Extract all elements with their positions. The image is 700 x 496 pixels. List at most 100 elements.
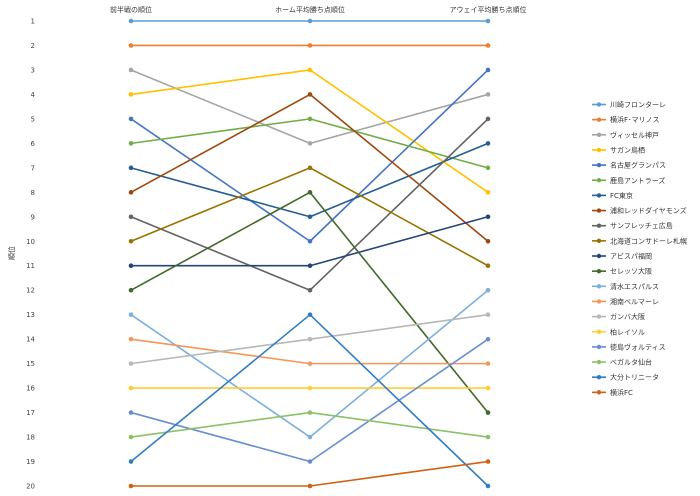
series-point (485, 18, 491, 24)
series-point (307, 238, 313, 244)
y-tick-label: 19 (26, 458, 35, 466)
series-point (128, 141, 134, 146)
legend-label: サンフレッチェ広島 (610, 221, 673, 230)
series-point (307, 92, 313, 97)
legend-label: 北海道コンサドーレ札幌 (610, 236, 687, 245)
legend-marker (596, 162, 602, 168)
series-point (128, 116, 134, 122)
series-point (128, 263, 134, 269)
series-point (485, 263, 491, 269)
series-point (128, 92, 134, 97)
series-point (128, 361, 134, 366)
category-label: アウェイ平均勝ち点順位 (450, 5, 527, 14)
y-axis-title: 順位 (7, 246, 16, 260)
series-line (130, 142, 489, 218)
series-point (307, 312, 313, 317)
series-point (307, 116, 313, 122)
legend-label: ヴィッセル神戸 (610, 130, 659, 139)
series-point (128, 336, 134, 342)
y-tick-label: 6 (31, 140, 36, 148)
legend-marker (596, 253, 602, 259)
series-point (128, 238, 134, 244)
y-tick-label: 5 (31, 115, 35, 123)
legend-marker (596, 102, 602, 107)
legend-label: 川崎フロンターレ (610, 100, 666, 109)
y-tick-label: 18 (26, 434, 35, 442)
series-point (485, 190, 491, 195)
series-lines (130, 20, 489, 487)
legend-marker (596, 390, 602, 395)
series-point (307, 141, 313, 146)
series-point (485, 410, 491, 415)
legend-label: 徳島ヴォルティス (610, 342, 666, 351)
series-point (485, 214, 491, 220)
series-point (128, 312, 134, 317)
series-point (307, 434, 313, 440)
y-tick-label: 12 (26, 287, 35, 295)
legend-marker (596, 344, 602, 350)
series-point (485, 434, 491, 440)
series-point (307, 18, 313, 24)
series-point (485, 92, 491, 97)
legend-marker (596, 329, 602, 334)
series-point (128, 459, 134, 464)
legend: 川崎フロンターレ横浜F･マリノスヴィッセル神戸サガン鳥栖名古屋グランパス鹿島アン… (592, 100, 687, 397)
legend-label: セレッソ大阪 (610, 267, 652, 276)
series-line (130, 338, 489, 463)
legend-label: 名古屋グランパス (610, 161, 666, 170)
legend-label: 鹿島アントラーズ (610, 176, 665, 185)
legend-label: 横浜FC (610, 388, 633, 397)
series-point (128, 165, 134, 171)
series-point (485, 459, 491, 464)
series-point (485, 43, 491, 48)
series-point (307, 459, 313, 464)
legend-marker (596, 117, 602, 122)
y-tick-label: 16 (26, 385, 35, 393)
legend-marker (596, 359, 602, 365)
legend-label: 柏レイソル (610, 327, 645, 336)
y-tick-label: 15 (26, 360, 35, 368)
series-point (485, 361, 491, 366)
legend-marker (596, 314, 602, 319)
legend-marker (596, 299, 602, 304)
series-point (485, 141, 491, 146)
series-point (307, 263, 313, 269)
y-tick-label: 10 (26, 238, 35, 246)
legend-label: 大分トリニータ (610, 373, 659, 382)
series-point (128, 434, 134, 440)
series-point (307, 165, 313, 171)
series-point (128, 410, 134, 415)
series-point (485, 116, 491, 122)
legend-label: 湘南ベルマーレ (610, 297, 659, 306)
legend-label: 清水エスパルス (610, 282, 659, 291)
series-point (128, 214, 134, 220)
y-tick-label: 9 (31, 213, 35, 221)
legend-marker (596, 223, 602, 228)
series-point (307, 336, 313, 342)
series-point (128, 287, 134, 293)
y-tick-label: 3 (31, 66, 35, 74)
legend-label: 横浜F･マリノス (610, 115, 660, 124)
series-point (307, 67, 313, 73)
series-point (307, 483, 313, 489)
series-point (485, 287, 491, 293)
y-tick-label: 8 (31, 189, 35, 197)
series-line (130, 69, 489, 193)
y-tick-label: 14 (26, 336, 35, 344)
y-tick-label: 13 (26, 311, 35, 319)
series-point (307, 43, 313, 48)
series-point (128, 67, 134, 73)
legend-label: FC東京 (610, 191, 633, 200)
series-line (131, 460, 489, 487)
series-point (485, 238, 491, 244)
series-point (307, 190, 313, 195)
legend-label: ガンバ大阪 (610, 312, 645, 321)
series-point (485, 385, 491, 391)
y-tick-label: 11 (26, 262, 35, 270)
series-point (307, 214, 313, 220)
legend-marker (596, 193, 602, 198)
y-tick-label: 2 (31, 42, 35, 50)
